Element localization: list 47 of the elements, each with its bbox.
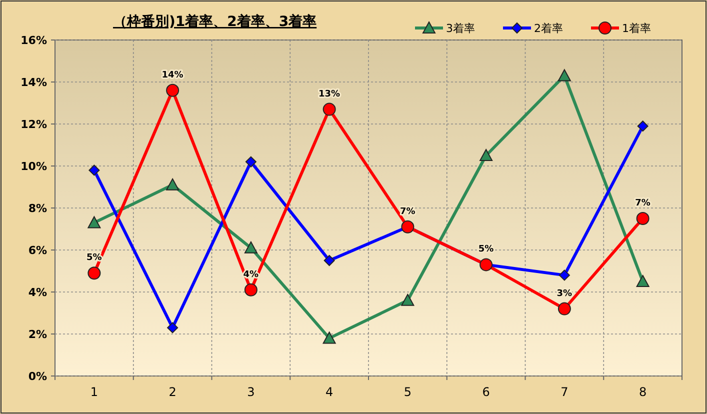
chart-title: （枠番別)1着率、2着率、3着率 <box>113 13 317 30</box>
y-tick-label: 6% <box>28 244 47 257</box>
point <box>244 241 258 254</box>
data-label: 14% <box>162 70 184 80</box>
point <box>401 294 414 306</box>
data-label: 3% <box>556 288 572 299</box>
x-tick-label: 8 <box>638 385 647 399</box>
y-tick-label: 12% <box>20 118 47 131</box>
point <box>558 69 571 82</box>
point <box>322 332 336 344</box>
point <box>167 322 178 334</box>
point <box>166 84 180 97</box>
data-label: 13% <box>318 89 340 100</box>
data-label: 7% <box>635 198 650 208</box>
point <box>88 164 100 176</box>
point <box>166 178 180 190</box>
y-tick-label: 4% <box>28 286 47 299</box>
y-tick-label: 10% <box>20 160 47 173</box>
point <box>637 120 648 132</box>
point <box>322 102 336 116</box>
x-tick-label: 7 <box>560 385 568 399</box>
point <box>245 156 256 168</box>
y-tick-label: 8% <box>28 202 47 215</box>
point <box>558 302 571 316</box>
x-tick-label: 5 <box>404 385 412 399</box>
x-tick-label: 4 <box>325 385 334 399</box>
y-tick-label: 0% <box>28 370 47 383</box>
point <box>88 266 101 280</box>
x-tick-label: 1 <box>90 385 98 399</box>
data-label: 7% <box>400 206 416 217</box>
y-tick-label: 2% <box>28 328 47 341</box>
legend-label: 1着率 <box>622 22 651 35</box>
point <box>636 212 650 225</box>
legend-label: 2着率 <box>534 22 563 35</box>
x-tick-label: 3 <box>247 385 255 399</box>
x-tick-label: 6 <box>482 385 490 399</box>
point <box>88 216 101 228</box>
point <box>636 275 650 287</box>
y-tick-label: 14% <box>20 76 47 89</box>
point <box>480 149 493 161</box>
point <box>244 283 258 296</box>
y-tick-label: 16% <box>20 34 47 47</box>
legend-label: 3着率 <box>446 22 475 35</box>
point <box>558 270 570 281</box>
data-label: 5% <box>478 244 494 255</box>
x-tick-label: 2 <box>168 385 176 399</box>
point <box>324 255 335 266</box>
